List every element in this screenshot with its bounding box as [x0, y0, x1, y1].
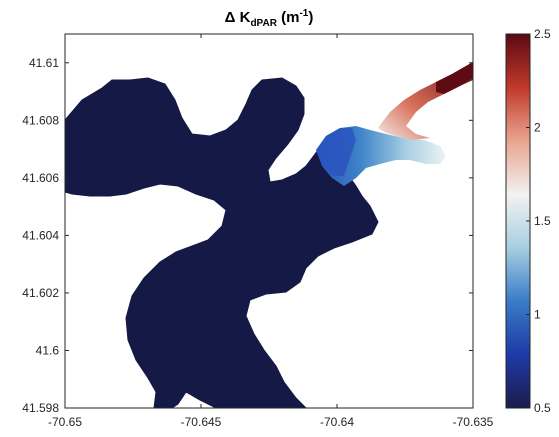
- y-tick-label: 41.604: [22, 228, 59, 242]
- colorbar-ticks: 0.5 1 1.5 2 2.5: [526, 27, 551, 415]
- x-tick-label: -70.645: [181, 415, 222, 429]
- y-tick-label: 41.598: [22, 401, 59, 415]
- y-tick-label: 41.608: [22, 113, 59, 127]
- x-axis: -70.65 -70.645 -70.64 -70.635: [48, 34, 494, 429]
- y-axis: 41.598 41.6 41.602 41.604 41.606 41.608 41.61: [22, 56, 473, 415]
- x-tick-label: -70.65: [48, 415, 82, 429]
- map-layer: [65, 62, 473, 408]
- x-tick-label: -70.635: [453, 415, 494, 429]
- title-subscript: dPAR: [250, 18, 277, 29]
- colorbar-tick-label: 0.5: [534, 401, 551, 415]
- river-inflow: [436, 62, 473, 94]
- y-tick-label: 41.606: [22, 171, 59, 185]
- y-tick-label: 41.61: [29, 56, 59, 70]
- y-tick-label: 41.6: [36, 343, 60, 357]
- islet: [160, 380, 166, 386]
- colorbar-tick-label: 2.5: [534, 27, 551, 41]
- chart-title: Δ KdPAR (m-1): [225, 8, 314, 29]
- colorbar-tick-label: 2: [534, 121, 541, 135]
- x-tick-label: -70.64: [320, 415, 354, 429]
- channel-mouth: [316, 128, 356, 176]
- estuary-body: [65, 77, 379, 408]
- axes-frame: [64, 33, 474, 409]
- colorbar-tick-label: 1.5: [534, 214, 551, 228]
- title-superscript: -1: [299, 8, 308, 19]
- y-tick-label: 41.602: [22, 286, 59, 300]
- colorbar-tick-label: 1: [534, 308, 541, 322]
